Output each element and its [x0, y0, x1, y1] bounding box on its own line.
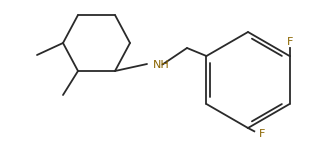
Text: F: F: [286, 37, 293, 47]
Text: F: F: [259, 129, 265, 139]
Text: NH: NH: [153, 59, 170, 69]
